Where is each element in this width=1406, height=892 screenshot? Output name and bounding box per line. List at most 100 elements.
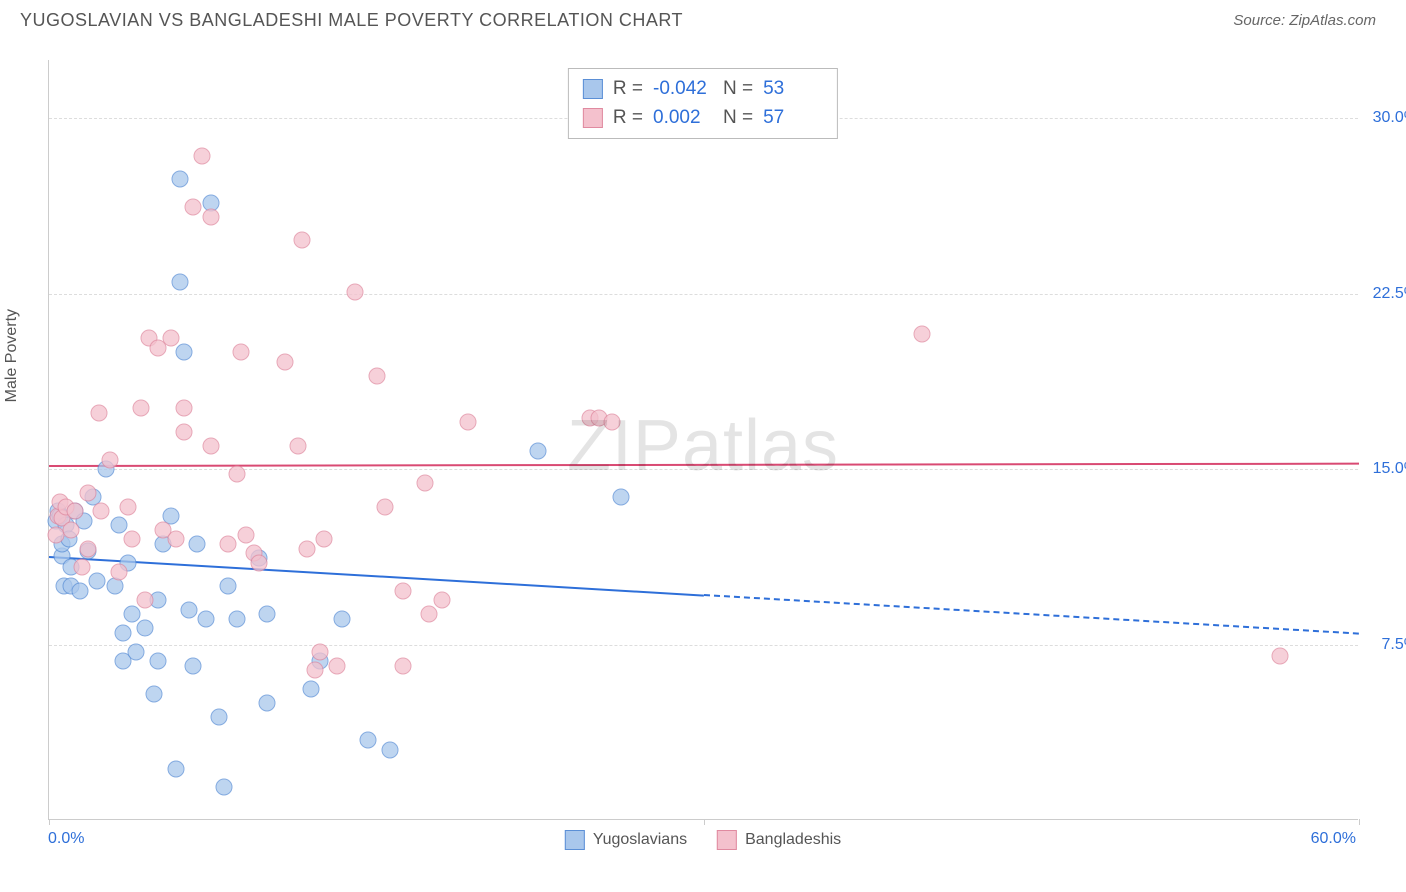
x-axis-min-label: 0.0% — [48, 830, 84, 848]
data-point — [73, 559, 90, 576]
data-point — [289, 437, 306, 454]
data-point — [259, 606, 276, 623]
data-point — [914, 325, 931, 342]
gridline — [49, 645, 1358, 646]
data-point — [123, 531, 140, 548]
x-tick — [704, 819, 705, 825]
data-point — [259, 695, 276, 712]
data-point — [394, 657, 411, 674]
y-tick-label: 7.5% — [1363, 636, 1406, 654]
series-swatch — [717, 830, 737, 850]
data-point — [1272, 648, 1289, 665]
data-point — [346, 283, 363, 300]
data-point — [80, 484, 97, 501]
correlation-stats-box: R =-0.042N =53R =0.002N =57 — [568, 68, 838, 139]
data-point — [172, 171, 189, 188]
data-point — [316, 531, 333, 548]
gridline — [49, 469, 1358, 470]
data-point — [377, 498, 394, 515]
data-point — [228, 465, 245, 482]
data-point — [167, 531, 184, 548]
x-axis-max-label: 60.0% — [1311, 830, 1356, 848]
data-point — [176, 344, 193, 361]
data-point — [202, 208, 219, 225]
data-point — [62, 522, 79, 539]
data-point — [110, 517, 127, 534]
data-point — [193, 147, 210, 164]
data-point — [604, 414, 621, 431]
stats-row: R =-0.042N =53 — [583, 75, 823, 104]
data-point — [110, 564, 127, 581]
y-axis-title: Male Poverty — [3, 309, 21, 402]
y-tick-label: 30.0% — [1363, 109, 1406, 127]
trend-line-dashed-yugoslavians — [704, 594, 1359, 635]
data-point — [119, 498, 136, 515]
x-tick — [49, 819, 50, 825]
data-point — [172, 274, 189, 291]
data-point — [294, 232, 311, 249]
data-point — [311, 643, 328, 660]
series-swatch — [583, 108, 603, 128]
data-point — [198, 610, 215, 627]
data-point — [416, 475, 433, 492]
data-point — [150, 652, 167, 669]
data-point — [228, 610, 245, 627]
data-point — [71, 582, 88, 599]
data-point — [67, 503, 84, 520]
data-point — [434, 592, 451, 609]
data-point — [250, 554, 267, 571]
data-point — [80, 540, 97, 557]
data-point — [89, 573, 106, 590]
data-point — [303, 681, 320, 698]
data-point — [460, 414, 477, 431]
data-point — [329, 657, 346, 674]
data-point — [180, 601, 197, 618]
data-point — [115, 624, 132, 641]
data-point — [185, 199, 202, 216]
data-point — [202, 437, 219, 454]
data-point — [189, 536, 206, 553]
stats-row: R =0.002N =57 — [583, 104, 823, 133]
legend-item: Bangladeshis — [717, 830, 841, 850]
data-point — [167, 760, 184, 777]
data-point — [163, 330, 180, 347]
data-point — [381, 741, 398, 758]
x-tick — [1359, 819, 1360, 825]
data-point — [359, 732, 376, 749]
trend-line-yugoslavians — [49, 556, 704, 597]
data-point — [137, 620, 154, 637]
data-point — [237, 526, 254, 543]
chart-title: YUGOSLAVIAN VS BANGLADESHI MALE POVERTY … — [20, 10, 683, 31]
data-point — [215, 779, 232, 796]
legend-item: Yugoslavians — [565, 830, 687, 850]
data-point — [185, 657, 202, 674]
data-point — [211, 709, 228, 726]
data-point — [145, 685, 162, 702]
data-point — [530, 442, 547, 459]
data-point — [128, 643, 145, 660]
data-point — [394, 582, 411, 599]
data-point — [276, 353, 293, 370]
data-point — [123, 606, 140, 623]
data-point — [132, 400, 149, 417]
data-point — [298, 540, 315, 557]
gridline — [49, 294, 1358, 295]
source-attribution: Source: ZipAtlas.com — [1233, 12, 1376, 29]
data-point — [307, 662, 324, 679]
data-point — [137, 592, 154, 609]
y-tick-label: 15.0% — [1363, 460, 1406, 478]
data-point — [102, 451, 119, 468]
data-point — [233, 344, 250, 361]
data-point — [176, 400, 193, 417]
data-point — [91, 405, 108, 422]
data-point — [220, 578, 237, 595]
data-point — [220, 536, 237, 553]
data-point — [333, 610, 350, 627]
data-point — [420, 606, 437, 623]
data-point — [176, 423, 193, 440]
data-point — [613, 489, 630, 506]
series-swatch — [583, 79, 603, 99]
data-point — [93, 503, 110, 520]
scatter-plot: 7.5%15.0%22.5%30.0% — [48, 60, 1358, 820]
chart-legend: Yugoslavians Bangladeshis — [565, 830, 841, 850]
